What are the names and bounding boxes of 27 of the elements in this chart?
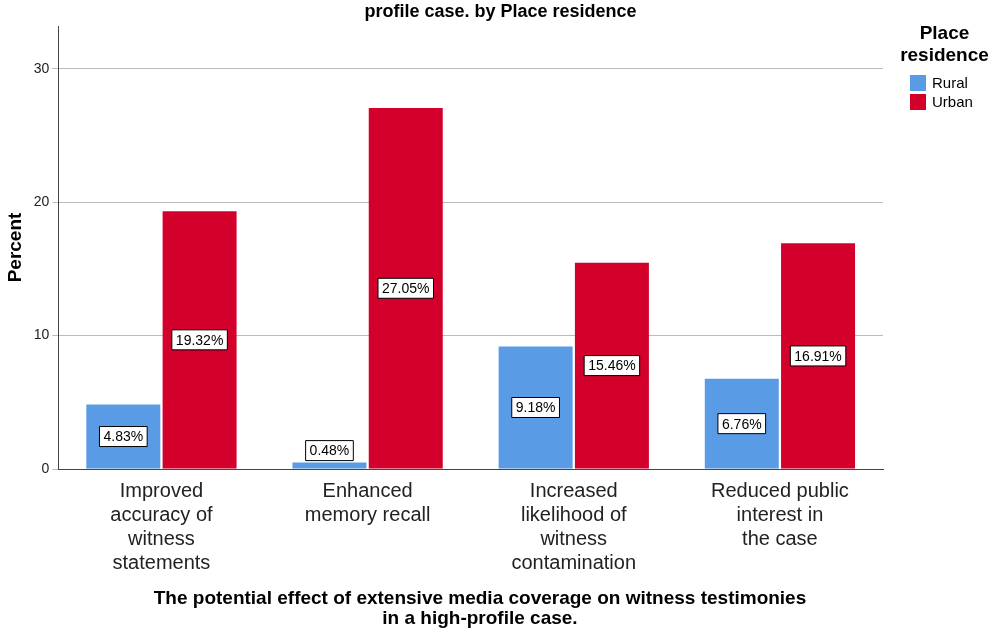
x-tick-label: Reduced public interest in the case: [710, 478, 849, 549]
data-label: 19.32%: [175, 331, 224, 348]
legend-label: Rural: [932, 74, 968, 91]
bar: [498, 346, 573, 469]
data-label: 6.76%: [721, 415, 762, 432]
x-tick-label: Improved accuracy of witness statements: [110, 478, 214, 573]
data-label: 4.83%: [103, 428, 144, 445]
bar: [781, 243, 856, 469]
y-tick-label: 0: [41, 459, 50, 476]
data-label: 16.91%: [794, 347, 842, 364]
x-tick-label: Enhanced memory recall: [304, 478, 431, 525]
y-tick-label: 30: [33, 59, 50, 76]
legend-title: Place residence: [899, 22, 990, 66]
x-tick-label: Increased likelihood of witness contamination: [511, 478, 637, 573]
data-label: 15.46%: [588, 357, 636, 374]
data-label: 27.05%: [382, 280, 430, 297]
x-axis-title: The potential effect of extensive media coverage on witness testimonies in a high-profile case.: [152, 587, 808, 628]
data-label: 9.18%: [515, 399, 556, 416]
y-tick-label: 20: [33, 192, 50, 209]
bar: [574, 262, 649, 469]
data-label: 0.48%: [309, 442, 350, 459]
bar: [162, 211, 237, 469]
chart-title: profile case. by Place residence: [363, 1, 638, 22]
y-axis-title: Percent: [3, 211, 25, 283]
bar: [368, 108, 443, 469]
y-tick-label: 10: [33, 326, 50, 343]
legend-label: Urban: [932, 93, 973, 110]
